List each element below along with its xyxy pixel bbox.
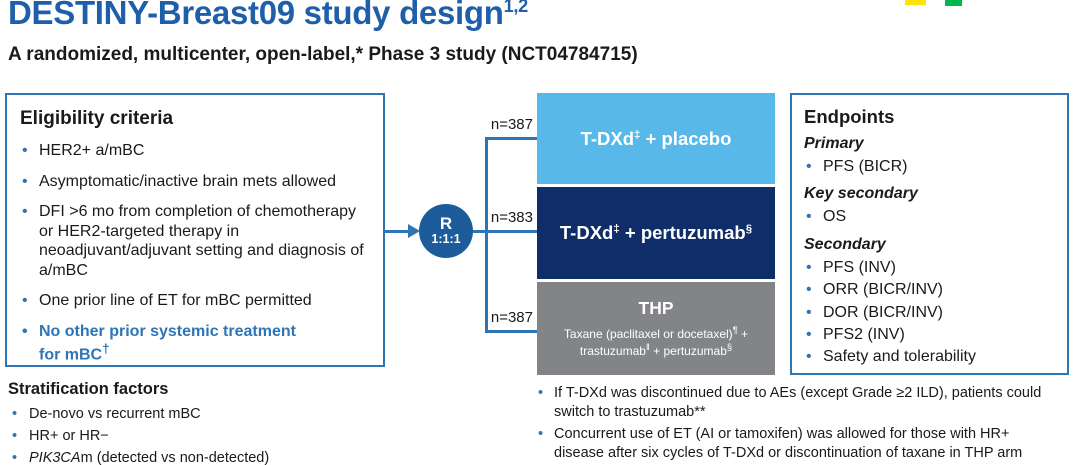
endpoints-panel: Endpoints Primary PFS (BICR) Key seconda… <box>790 93 1069 375</box>
eligibility-panel: Eligibility criteria HER2+ a/mBC Asympto… <box>5 93 385 367</box>
page-title: DESTINY-Breast09 study design1,2 <box>8 0 528 32</box>
arm2-label-superscript: ‡ <box>613 222 620 235</box>
page-subtitle: A randomized, multicenter, open-label,* … <box>8 44 638 65</box>
page-title-text: DESTINY-Breast09 study design <box>8 0 504 31</box>
endpoints-section-primary: Primary <box>804 135 864 152</box>
stratification-item: HR+ or HR− <box>8 426 428 448</box>
arm3-sub-text3: + pertuzumab <box>649 344 727 359</box>
eligibility-item: DFI >6 mo from completion of chemotherap… <box>20 202 370 280</box>
footnote-item: If T-DXd was discontinued due to AEs (ex… <box>537 384 1054 422</box>
randomization-circle: R 1:1:1 <box>419 204 473 258</box>
eligibility-item: Asymptomatic/inactive brain mets allowed <box>20 172 375 192</box>
endpoints-section-key-secondary: Key secondary <box>804 185 918 203</box>
arrow-head-icon <box>408 224 420 238</box>
arm1-n-label: n=387 <box>490 116 533 133</box>
endpoint-item: OS <box>804 206 1061 229</box>
gene-name-italic: PIK3CA <box>29 449 81 465</box>
endpoints-heading: Endpoints <box>804 106 895 127</box>
logo-fragment-yellow-icon <box>905 0 926 5</box>
arm1-label-pre: T-DXd <box>580 127 635 149</box>
page-title-superscript: 1,2 <box>503 0 529 16</box>
randomization-r: R <box>439 214 453 234</box>
endpoint-item: PFS (BICR) <box>804 156 1061 179</box>
branch-line-arm1 <box>485 137 537 140</box>
logo-fragment-green-icon <box>945 0 962 6</box>
arm3-n-label: n=387 <box>490 309 533 326</box>
gene-item-rest: m (detected vs non-detected) <box>80 449 270 465</box>
arm-box-tdxd-placebo: T-DXd‡ + placebo <box>537 93 775 184</box>
stratification-item-gene: PIK3CAm (detected vs non-detected) <box>8 448 428 465</box>
arm2-label-pre: T-DXd <box>559 222 614 243</box>
eligibility-highlight-superscript: † <box>102 341 110 357</box>
arm3-sublabel: Taxane (paclitaxel or docetaxel)¶ + tras… <box>537 325 775 360</box>
stratification-item: De-novo vs recurrent mBC <box>8 404 428 426</box>
connector-line <box>473 230 487 233</box>
arm1-label-superscript: ‡ <box>634 128 641 141</box>
stratification-section: Stratification factors De-novo vs recurr… <box>8 380 428 465</box>
randomization-ratio: 1:1:1 <box>431 232 461 247</box>
branch-line-arm3 <box>485 330 537 333</box>
arm-box-thp: THP Taxane (paclitaxel or docetaxel)¶ + … <box>537 282 775 375</box>
branch-bracket-line <box>485 137 488 333</box>
eligibility-item: HER2+ a/mBC <box>20 141 375 161</box>
endpoint-item: PFS2 (INV) <box>804 324 1061 347</box>
arm3-sub-sup2: ‖ <box>645 342 650 353</box>
arm2-label: T-DXd‡ + pertuzumab§ <box>560 222 752 244</box>
stratification-heading: Stratification factors <box>8 380 169 398</box>
arrow-line <box>385 230 410 233</box>
branch-line-arm2 <box>485 230 537 233</box>
arm3-sub-text2: + trastuzumab <box>579 327 749 359</box>
arm2-n-label: n=383 <box>490 209 533 226</box>
endpoint-item: Safety and tolerability <box>804 346 1061 369</box>
arm3-sub-sup1: ¶ <box>732 325 738 335</box>
eligibility-item-highlight: No other prior systemic treatment for mB… <box>20 322 320 365</box>
arm3-label: THP <box>638 298 674 318</box>
arm1-label: T-DXd‡ + placebo <box>581 128 732 150</box>
eligibility-highlight-text: No other prior systemic treatment for mB… <box>39 322 296 364</box>
arm1-label-post: + placebo <box>640 127 732 149</box>
eligibility-item: One prior line of ET for mBC permitted <box>20 291 375 311</box>
arm3-sub-sup3: § <box>726 342 733 353</box>
arm2-label-superscript2: § <box>745 222 753 235</box>
endpoint-item: DOR (BICR/INV) <box>804 302 1061 325</box>
endpoint-item: PFS (INV) <box>804 257 1061 280</box>
arm3-sub-text1: Taxane (paclitaxel or docetaxel) <box>563 327 733 341</box>
arm2-label-post: + pertuzumab <box>619 222 746 243</box>
footnote-item: Concurrent use of ET (AI or tamoxifen) w… <box>537 425 1054 463</box>
footnotes-section: If T-DXd was discontinued due to AEs (ex… <box>537 384 1077 465</box>
endpoints-section-secondary: Secondary <box>804 235 886 253</box>
arm-box-tdxd-pertuzumab: T-DXd‡ + pertuzumab§ <box>537 187 775 279</box>
eligibility-heading: Eligibility criteria <box>20 108 174 129</box>
endpoint-item: ORR (BICR/INV) <box>804 279 1061 302</box>
